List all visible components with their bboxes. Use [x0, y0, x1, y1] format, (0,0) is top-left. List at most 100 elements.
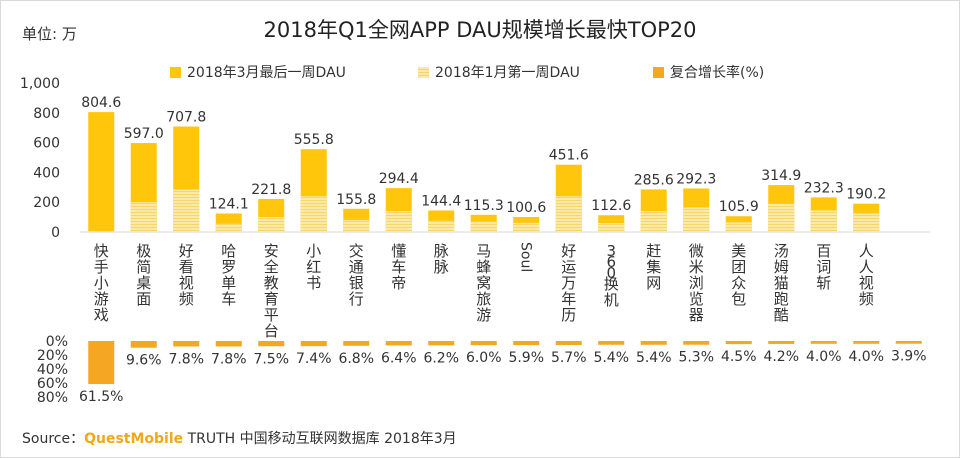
category-label: Soul	[517, 242, 533, 272]
category-label: 极简桌面	[136, 242, 151, 308]
growth-bar	[343, 341, 370, 346]
legend-march: 2018年3月最后一周DAU	[170, 62, 346, 82]
growth-bar	[810, 341, 837, 344]
y-tick-label: 200	[33, 195, 60, 211]
bar-jan	[88, 231, 115, 232]
growth-bar	[640, 341, 667, 345]
growth-value-label: 5.4%	[636, 350, 672, 366]
source-rest: TRUTH 中国移动互联网数据库 2018年3月	[183, 431, 457, 447]
bar-value-label: 294.4	[379, 171, 419, 187]
growth-tick-label: 0%	[46, 334, 68, 350]
growth-value-label: 4.0%	[848, 349, 884, 365]
growth-bar	[555, 341, 582, 345]
bar-value-label: 292.3	[676, 171, 716, 187]
growth-bar	[470, 341, 497, 346]
category-label: 懂车帝	[391, 242, 406, 292]
category-label: 人人视频	[859, 242, 874, 308]
legend-jan-label: 2018年1月第一周DAU	[435, 65, 580, 81]
growth-bar	[853, 341, 880, 344]
growth-value-label: 61.5%	[79, 389, 123, 405]
bar-jan	[640, 211, 667, 232]
category-label: 马蜂窝旅游	[476, 242, 491, 324]
source-brand: QuestMobile	[84, 431, 184, 447]
bar-value-label: 804.6	[81, 95, 121, 111]
y-tick-label: 800	[33, 106, 60, 122]
bar-value-label: 555.8	[294, 132, 334, 148]
growth-value-label: 7.4%	[296, 351, 332, 367]
legend-jan: 2018年1月第一周DAU	[418, 62, 580, 82]
category-label: 赶集网	[646, 242, 661, 292]
bar-value-label: 451.6	[549, 148, 589, 164]
bar-value-label: 597.0	[124, 126, 164, 142]
category-label: 好运万年历	[561, 242, 576, 324]
bar-jan	[343, 220, 370, 232]
bar-jan	[130, 202, 157, 232]
growth-value-label: 6.2%	[423, 350, 459, 366]
growth-bar	[725, 341, 752, 345]
category-label: 百词斩	[816, 242, 831, 292]
growth-value-label: 5.7%	[551, 350, 587, 366]
growth-tick-label: 40%	[37, 362, 68, 378]
category-label: 交通银行	[349, 242, 364, 308]
growth-bar	[598, 341, 625, 345]
bar-value-label: 232.3	[804, 180, 844, 196]
growth-value-label: 4.5%	[721, 349, 757, 365]
bar-jan	[173, 189, 200, 232]
growth-tick-label: 60%	[37, 376, 68, 392]
growth-value-label: 5.3%	[678, 350, 714, 366]
legend-march-swatch	[170, 66, 181, 78]
growth-bar	[130, 341, 157, 348]
legend-growth-swatch	[653, 66, 664, 78]
category-label: 小红书	[306, 242, 321, 292]
growth-value-label: 9.6%	[126, 353, 162, 369]
growth-value-label: 7.5%	[253, 351, 289, 367]
bar-march	[88, 112, 115, 232]
growth-bar	[215, 341, 242, 347]
category-label: 快手小游戏	[94, 242, 109, 324]
category-label: 安全教育平台	[264, 242, 279, 340]
chart-title: 2018年Q1全网APP DAU规模增长最快TOP20	[263, 18, 697, 42]
growth-value-label: 6.0%	[466, 350, 502, 366]
growth-bar	[385, 341, 412, 346]
y-tick-label: 1,000	[20, 76, 60, 92]
y-tick-label: 600	[33, 136, 60, 152]
growth-value-label: 6.4%	[381, 350, 417, 366]
bar-jan	[853, 213, 880, 232]
growth-value-label: 5.4%	[593, 350, 629, 366]
bar-jan	[683, 207, 710, 232]
bar-value-label: 105.9	[719, 199, 759, 215]
bar-jan	[215, 223, 242, 232]
growth-bar	[173, 341, 200, 347]
growth-value-label: 6.8%	[338, 351, 374, 367]
growth-bar	[683, 341, 710, 345]
bar-jan	[598, 223, 625, 232]
bar-value-label: 144.4	[421, 193, 461, 209]
growth-bar	[428, 341, 455, 346]
bar-value-label: 221.8	[251, 182, 291, 198]
growth-bar	[88, 341, 115, 385]
bar-jan	[555, 196, 582, 232]
growth-bar	[513, 341, 540, 346]
legend-growth: 复合增长率(%)	[653, 62, 764, 82]
growth-value-label: 3.9%	[891, 349, 927, 365]
category-label: 微米浏览器	[689, 242, 704, 324]
bar-jan	[258, 217, 285, 232]
bar-value-label: 124.1	[209, 197, 249, 213]
growth-tick-label: 80%	[37, 390, 68, 406]
source-line: Source：QuestMobile TRUTH 中国移动互联网数据库 2018…	[22, 428, 457, 448]
bar-value-label: 115.3	[464, 198, 504, 214]
bar-jan	[725, 222, 752, 232]
growth-value-label: 4.2%	[763, 349, 799, 365]
bar-jan	[385, 211, 412, 232]
growth-value-label: 4.0%	[806, 349, 842, 365]
y-tick-label: 400	[33, 165, 60, 181]
growth-bar	[300, 341, 327, 347]
growth-value-label: 7.8%	[168, 351, 204, 367]
bar-jan	[300, 196, 327, 232]
legend-jan-swatch	[418, 66, 429, 78]
growth-bar	[768, 341, 795, 344]
y-tick-label: 0	[51, 225, 60, 241]
bar-jan	[470, 221, 497, 232]
bar-value-label: 155.8	[336, 192, 376, 208]
